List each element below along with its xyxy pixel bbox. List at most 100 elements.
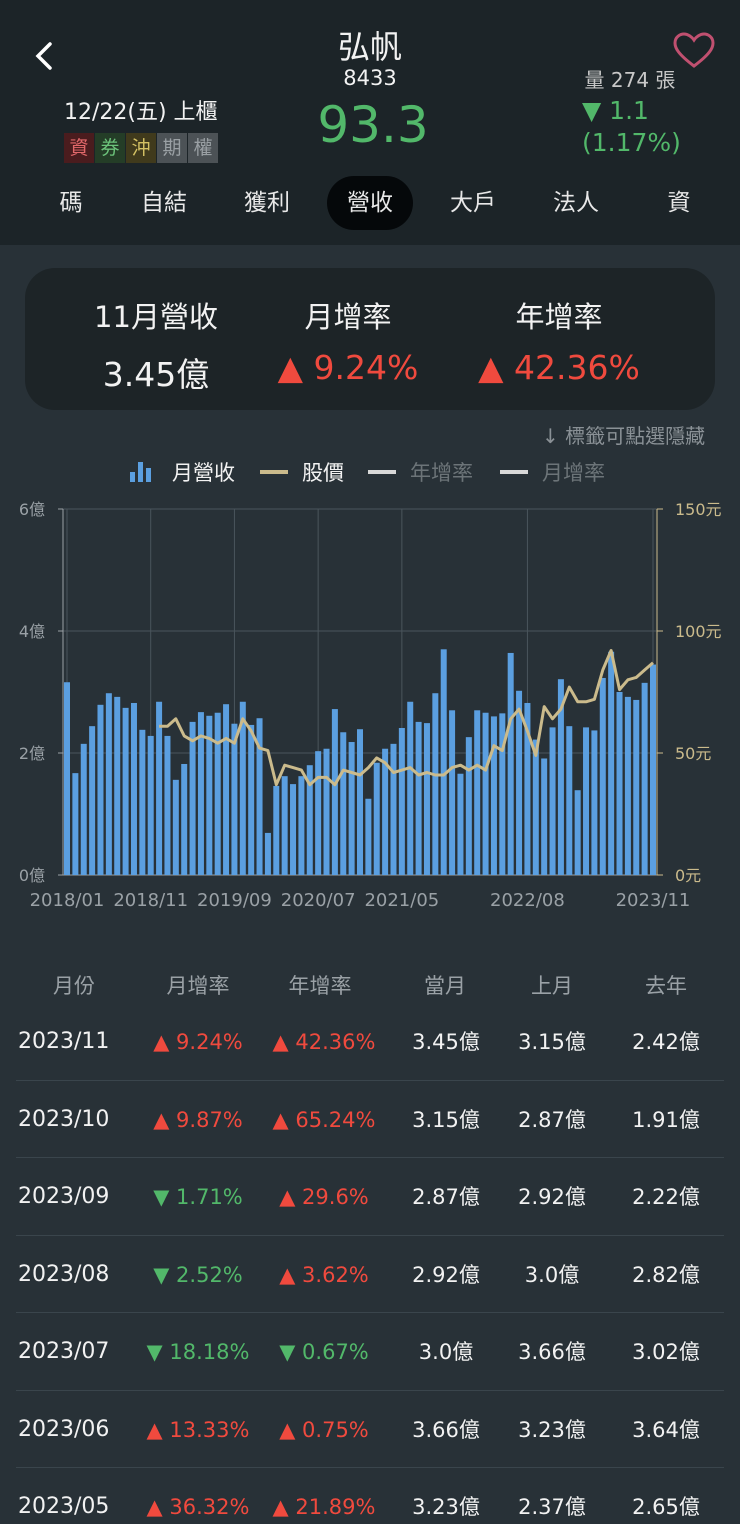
table-cell: ▼ 18.18% bbox=[146, 1340, 250, 1364]
bar bbox=[172, 779, 179, 875]
bar bbox=[130, 702, 137, 875]
header: 弘帆 8433 12/22(五) 上櫃 資券沖期權 93.3 量 274 張 ▼… bbox=[0, 0, 740, 245]
table-cell: 2.65億 bbox=[632, 1495, 700, 1519]
legend-label[interactable]: 年增率 bbox=[410, 461, 473, 485]
tab[interactable]: 碼 bbox=[59, 190, 83, 216]
table-cell: 2.92億 bbox=[518, 1185, 586, 1209]
bar bbox=[524, 702, 531, 875]
tab[interactable]: 獲利 bbox=[244, 190, 290, 216]
table-cell: ▲ 0.75% bbox=[279, 1417, 369, 1442]
table-cell: ▲ 3.62% bbox=[279, 1262, 369, 1287]
hint-text: 標籤可點選隱藏 bbox=[565, 424, 706, 448]
legend-label[interactable]: 月增率 bbox=[542, 461, 605, 485]
table-cell: 3.23億 bbox=[518, 1417, 586, 1442]
y-tick-label: 0億 bbox=[19, 866, 45, 885]
bar bbox=[423, 723, 430, 875]
bar bbox=[516, 690, 523, 875]
badge: 券 bbox=[95, 133, 125, 163]
tab[interactable]: 法人 bbox=[553, 190, 599, 216]
bar bbox=[457, 773, 464, 875]
bar bbox=[599, 677, 606, 875]
badge: 期 bbox=[157, 133, 187, 163]
table-cell: 3.66億 bbox=[518, 1340, 586, 1364]
table-cell: 3.15億 bbox=[412, 1107, 480, 1132]
bar bbox=[348, 742, 355, 875]
row-separator bbox=[16, 1312, 724, 1313]
bar bbox=[156, 701, 163, 875]
bar bbox=[164, 735, 171, 875]
bar bbox=[331, 709, 338, 875]
tab[interactable]: 大戶 bbox=[450, 190, 496, 216]
bar bbox=[624, 696, 631, 875]
table-cell: ▲ 9.87% bbox=[153, 1107, 243, 1132]
row-separator bbox=[16, 1234, 724, 1236]
bar bbox=[499, 713, 506, 875]
bar bbox=[315, 751, 322, 875]
badge: 沖 bbox=[126, 133, 156, 163]
summary-label: 11月營收 bbox=[94, 300, 218, 334]
table-header: 當月 bbox=[424, 974, 466, 998]
badges: 資券沖期權 bbox=[64, 133, 219, 163]
hint: ↓ 標籤可點選隱藏 bbox=[542, 424, 706, 448]
legend-label[interactable]: 月營收 bbox=[172, 461, 235, 485]
summary-value: 3.45億 bbox=[102, 355, 210, 394]
bar bbox=[482, 712, 489, 875]
bar bbox=[507, 652, 514, 875]
favorite-button[interactable] bbox=[672, 32, 716, 70]
legend-icon bbox=[138, 462, 143, 482]
table-cell: 3.15億 bbox=[518, 1030, 586, 1054]
y-tick-label: 4億 bbox=[19, 622, 45, 641]
table-cell: 3.0億 bbox=[524, 1262, 580, 1287]
stock-name: 弘帆 bbox=[337, 28, 402, 66]
bar bbox=[432, 693, 439, 875]
x-tick-label: 2021/05 bbox=[364, 890, 439, 911]
table-cell: 2023/05 bbox=[18, 1494, 110, 1519]
table-cell: 2.87億 bbox=[412, 1185, 480, 1209]
tab-bar: 碼 自結 獲利 營收 大戶 法人 資 bbox=[0, 176, 740, 230]
summary-card: 11月營收 3.45億 月增率 ▲ 9.24% 年增率 ▲ 42.36% bbox=[25, 268, 715, 410]
bar bbox=[608, 651, 615, 875]
bar bbox=[239, 701, 246, 875]
bar bbox=[490, 716, 497, 875]
table-header: 上月 bbox=[531, 974, 573, 998]
bar bbox=[290, 784, 297, 875]
summary-label: 年增率 bbox=[515, 300, 603, 334]
legend-label[interactable]: 股價 bbox=[302, 461, 344, 485]
table-cell: ▼ 2.52% bbox=[153, 1262, 243, 1287]
table-cell: ▲ 21.89% bbox=[272, 1495, 376, 1519]
y2-tick-label: 50元 bbox=[675, 744, 711, 763]
x-tick-label: 2022/08 bbox=[490, 890, 565, 911]
x-tick-label: 2019/09 bbox=[197, 890, 272, 911]
tab[interactable]: 自結 bbox=[141, 190, 187, 216]
bar bbox=[407, 701, 414, 875]
bar bbox=[181, 763, 188, 875]
bar bbox=[189, 721, 196, 875]
bar bbox=[139, 729, 146, 875]
bar bbox=[532, 739, 539, 875]
table-cell: ▲ 9.24% bbox=[153, 1030, 243, 1054]
chart: 0億 2億 4億 6億 0元 50元 100元 150元 2018/01 2018/11 2019/… bbox=[19, 461, 722, 911]
bar bbox=[650, 664, 656, 875]
bar bbox=[273, 785, 280, 875]
back-button[interactable] bbox=[30, 40, 58, 72]
bar bbox=[223, 704, 230, 875]
bar bbox=[440, 649, 447, 875]
bar bbox=[566, 726, 573, 875]
tab[interactable]: 資 bbox=[667, 190, 691, 216]
bar bbox=[591, 730, 598, 875]
row-separator bbox=[16, 1157, 724, 1158]
summary-item: 11月營收 3.45億 bbox=[46, 268, 266, 396]
table-cell: 1.91億 bbox=[632, 1107, 700, 1132]
row-separator bbox=[16, 1079, 724, 1081]
bar bbox=[549, 727, 556, 875]
row-separator bbox=[16, 1389, 724, 1391]
table-cell: ▲ 42.36% bbox=[272, 1030, 376, 1054]
x-tick-label: 2020/07 bbox=[281, 890, 356, 911]
table-cell: 3.66億 bbox=[412, 1417, 480, 1442]
bar bbox=[465, 737, 472, 875]
bar bbox=[248, 724, 255, 875]
tab[interactable]: 營收 bbox=[327, 176, 413, 230]
table-cell: 3.64億 bbox=[632, 1417, 700, 1442]
bar bbox=[583, 727, 590, 875]
table-cell: 3.23億 bbox=[412, 1495, 480, 1519]
